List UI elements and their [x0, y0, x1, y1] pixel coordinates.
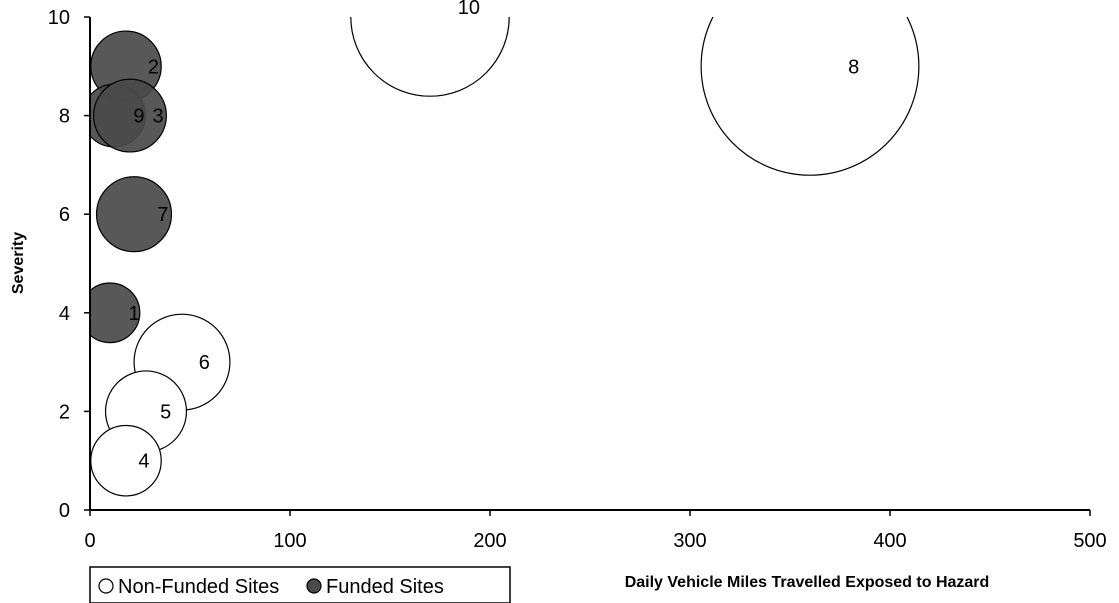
y-tick-label: 10 [48, 7, 70, 29]
x-tick-label: 100 [273, 530, 306, 552]
x-axis-ticks: 0 100 200 300 400 500 [84, 510, 1107, 552]
x-tick-label: 0 [84, 530, 95, 552]
legend-box [89, 566, 511, 603]
bubble-label: 4 [138, 451, 149, 473]
non-funded-site-bubble [350, 17, 510, 97]
x-tick-label: 500 [1073, 530, 1106, 552]
y-axis-ticks: 0 2 4 6 8 10 [48, 7, 90, 522]
non-funded-site-bubble [90, 424, 162, 497]
legend-label-non-funded: Non-Funded Sites [118, 576, 279, 598]
x-axis-title: Daily Vehicle Miles Travelled Exposed to… [625, 574, 990, 591]
bubble-label: 6 [199, 352, 210, 374]
y-tick-label: 2 [59, 401, 70, 423]
funded-site-bubble [90, 282, 141, 344]
legend-marker-non-funded [98, 578, 114, 594]
x-tick-label: 300 [673, 530, 706, 552]
y-tick-label: 6 [59, 204, 70, 226]
bubble-label: 1 [128, 303, 139, 325]
bubble-label: 8 [848, 56, 859, 78]
bubbles-layer [90, 17, 920, 497]
bubble-label: 7 [157, 204, 168, 226]
legend-marker-funded [306, 578, 322, 594]
x-tick-label: 400 [873, 530, 906, 552]
bubble-label: 2 [148, 56, 159, 78]
bubble-label: 3 [153, 106, 164, 128]
x-tick-label: 200 [473, 530, 506, 552]
y-tick-label: 8 [59, 106, 70, 128]
y-tick-label: 4 [59, 303, 70, 325]
funded-site-bubble [93, 78, 167, 153]
non-funded-site-bubble [700, 17, 920, 176]
y-axis-title: Severity [10, 232, 27, 294]
bubble-label: 10 [458, 0, 480, 19]
funded-site-bubble [95, 176, 173, 253]
bubble-label: 9 [133, 106, 144, 128]
legend: Non-Funded Sites Funded Sites [89, 566, 511, 603]
bubble-label: 5 [160, 401, 171, 423]
bubble-labels-layer: 10 8 6 5 4 2 9 3 7 1 [128, 0, 859, 473]
y-tick-label: 0 [59, 500, 70, 522]
legend-label-funded: Funded Sites [326, 576, 444, 598]
